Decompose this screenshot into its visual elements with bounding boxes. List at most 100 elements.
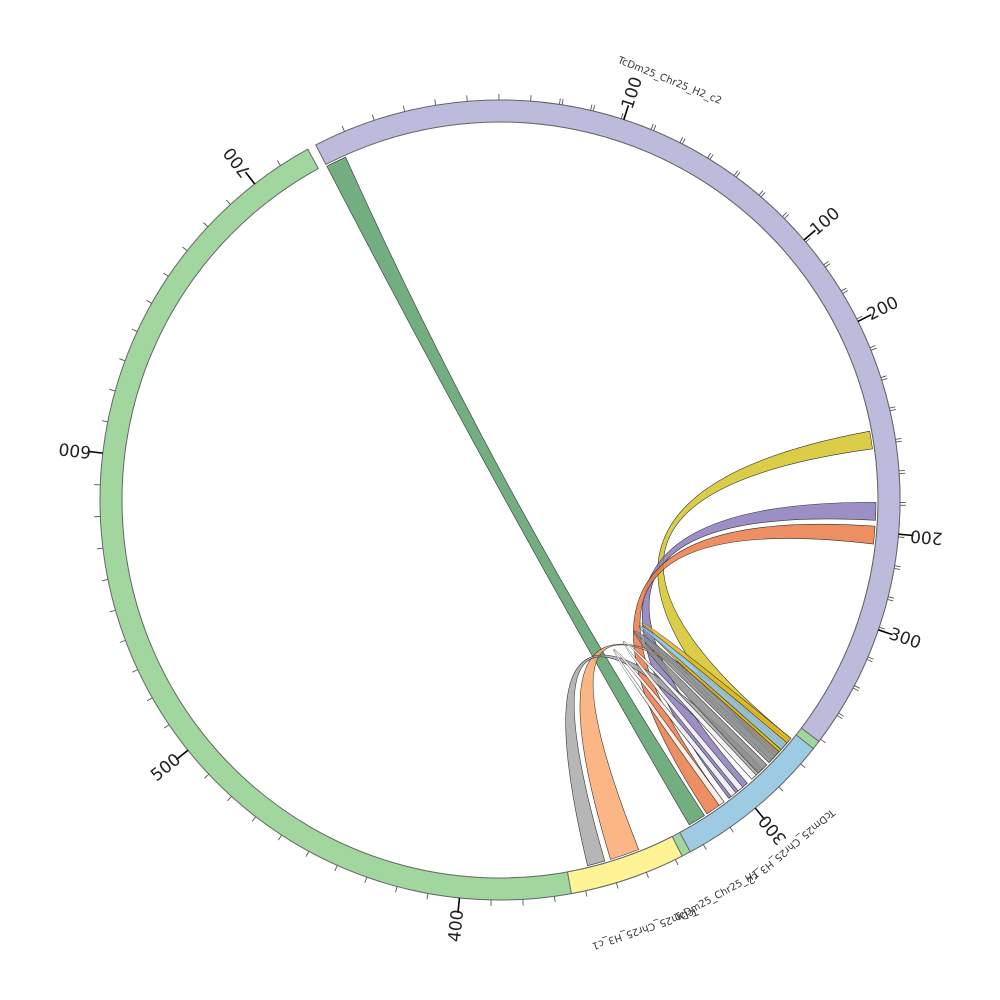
tick-label-h2c2-100: 100	[618, 74, 647, 111]
major-tick-h1-500	[175, 749, 189, 761]
minor-tick-h2c2-110	[653, 124, 657, 131]
minor-tick-h1-340	[645, 872, 649, 879]
minor-tick-h2c2-160	[784, 214, 789, 219]
major-tick-h1-400	[457, 897, 461, 913]
minor-tick-h2c2-310	[866, 658, 873, 663]
segment-h3c2	[679, 734, 815, 853]
minor-tick-h2c2-190	[842, 290, 849, 294]
minor-tick-h1-120	[840, 287, 847, 292]
link-ribbon-11	[613, 649, 737, 806]
minor-tick-h1-40	[650, 123, 654, 130]
link-ribbon-10	[623, 641, 757, 792]
minor-tick-h1-280	[800, 763, 806, 769]
minor-tick-h1-610	[101, 420, 108, 423]
minor-tick-h1-230	[879, 626, 886, 630]
minor-tick-h2c2-10	[341, 125, 345, 132]
minor-tick-h1-80	[758, 190, 764, 196]
minor-tick-h1-330	[674, 859, 679, 866]
major-tick-h1-100	[803, 229, 816, 241]
minor-tick-h1-530	[132, 669, 138, 673]
minor-tick-h1-670	[182, 246, 188, 252]
minor-tick-h1-570	[96, 547, 103, 550]
minor-tick-h1-260	[838, 712, 844, 717]
tick-label-h1-600: 600	[58, 438, 93, 462]
minor-tick-h1-220	[888, 596, 895, 599]
minor-tick-h1-650	[146, 299, 152, 304]
major-tick-h1-200	[898, 533, 914, 537]
minor-tick-h1-520	[146, 697, 153, 702]
minor-tick-h2c2-330	[836, 714, 843, 719]
minor-tick-h1-170	[895, 437, 902, 440]
tick-label-h2c2-300: 300	[886, 624, 923, 653]
segment-label-h3c1: TcDm25_Chr25_H3_c1	[591, 905, 701, 951]
minor-tick-h2c2-120	[681, 138, 686, 145]
minor-tick-h1-240	[867, 656, 874, 660]
minor-tick-h2c2-320	[852, 687, 859, 692]
minor-tick-h1-270	[820, 738, 826, 744]
minor-tick-h2c2-270	[898, 536, 905, 538]
minor-tick-h1-490	[204, 773, 210, 779]
minor-tick-h1-690	[226, 199, 231, 205]
minor-tick-h1-460	[277, 834, 282, 841]
segment-h3c1	[566, 835, 683, 895]
minor-tick-h1-420	[395, 886, 398, 893]
segment-label-h3c2: TcDm25_Chr25_H3_c2	[744, 806, 837, 886]
minor-tick-h2c2-180	[824, 263, 831, 268]
minor-tick-h1-90	[782, 212, 787, 218]
link-ribbon-3	[633, 523, 876, 815]
minor-tick-h1-430	[364, 877, 368, 883]
minor-tick-h1-10	[558, 98, 561, 105]
minor-tick-h1-350	[615, 882, 619, 889]
tick-label-h1-700: 700	[220, 143, 256, 181]
minor-tick-h1-150	[880, 375, 887, 379]
tick-label-h1-300: 300	[755, 811, 791, 849]
minor-tick-h2c2-290	[887, 598, 894, 602]
ring-layer	[99, 99, 901, 901]
major-tick-h1-300	[754, 807, 766, 821]
minor-tick-h2c2-210	[870, 347, 877, 351]
link-ribbon-2	[642, 502, 877, 799]
tick-label-h1-500: 500	[147, 750, 185, 786]
minor-tick-h1-70	[733, 170, 738, 176]
tick-label-h1-200: 200	[909, 525, 943, 548]
minor-tick-h2c2-140	[735, 172, 741, 178]
link-ribbon-9	[633, 630, 780, 774]
major-tick-h1-600	[87, 450, 103, 454]
minor-tick-h1-360	[585, 890, 588, 897]
links-layer	[326, 156, 877, 867]
minor-tick-h1-250	[854, 685, 860, 689]
minor-tick-h1-30	[620, 112, 624, 119]
minor-tick-h1-480	[227, 796, 232, 802]
minor-tick-h2c2-30	[402, 105, 406, 112]
tick-label-h1-100: 100	[806, 204, 844, 240]
segment-h2c2	[315, 99, 901, 743]
minor-tick-h2c2-40	[434, 99, 437, 106]
minor-tick-h1-210	[894, 565, 901, 568]
minor-tick-h1-450	[305, 851, 310, 857]
minor-tick-h1-620	[109, 388, 116, 392]
ticks-layer	[87, 93, 914, 913]
tick-label-h2c2-200: 200	[864, 293, 902, 325]
minor-tick-h2c2-20	[371, 114, 375, 121]
minor-tick-h2c2-150	[760, 192, 766, 198]
minor-tick-h1-20	[590, 104, 593, 111]
minor-tick-h2c2-240	[895, 440, 902, 443]
minor-tick-h1-140	[869, 345, 876, 349]
minor-tick-h2c2-280	[894, 567, 901, 570]
minor-tick-h1-510	[163, 724, 170, 729]
minor-tick-h1-710	[276, 160, 281, 166]
minor-tick-h2c2-90	[592, 105, 596, 112]
minor-tick-h1-310	[729, 827, 734, 833]
minor-tick-h1-370	[553, 896, 556, 903]
minor-tick-h1-640	[131, 328, 138, 332]
minor-tick-h1-680	[203, 222, 209, 228]
minor-tick-h1-160	[889, 406, 896, 409]
minor-tick-h1-320	[702, 844, 707, 850]
minor-tick-h1-110	[823, 260, 829, 266]
minor-tick-h2c2-80	[561, 98, 564, 105]
minor-tick-h1-60	[707, 152, 712, 159]
minor-tick-h1-630	[119, 358, 126, 362]
major-tick-h2c2-200	[857, 313, 872, 323]
minor-tick-h1-290	[778, 786, 784, 792]
tick-label-h1-400: 400	[445, 909, 468, 943]
